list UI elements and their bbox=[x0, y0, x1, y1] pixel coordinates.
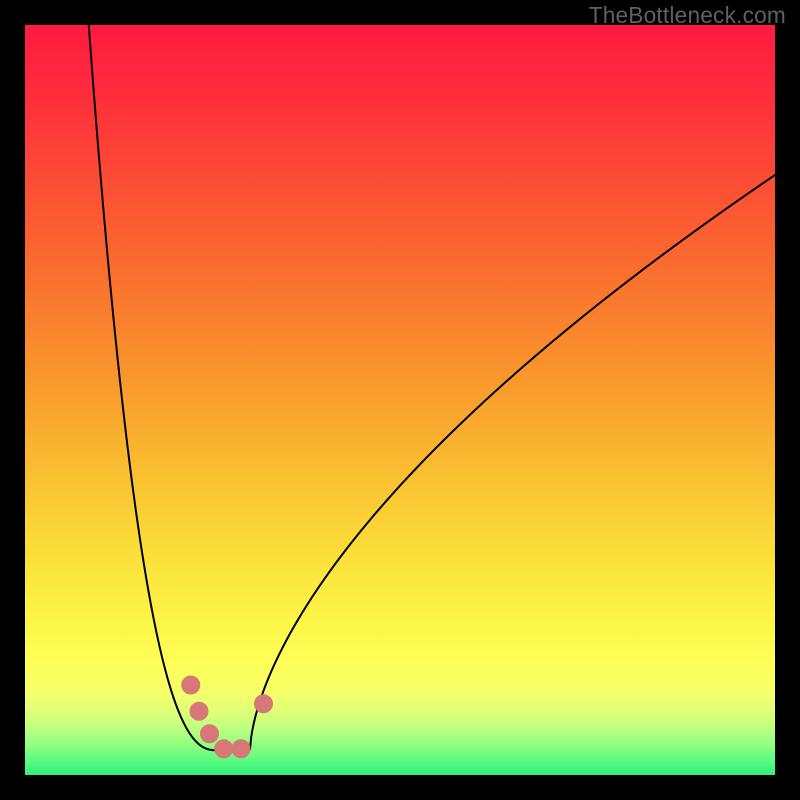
gradient-background bbox=[25, 25, 775, 775]
data-marker bbox=[182, 676, 200, 694]
data-marker bbox=[255, 695, 273, 713]
data-marker bbox=[215, 740, 233, 758]
watermark-text: TheBottleneck.com bbox=[589, 2, 786, 29]
plot-area bbox=[25, 25, 775, 775]
data-marker bbox=[190, 702, 208, 720]
chart-svg bbox=[25, 25, 775, 775]
data-marker bbox=[201, 725, 219, 743]
data-marker bbox=[232, 740, 250, 758]
